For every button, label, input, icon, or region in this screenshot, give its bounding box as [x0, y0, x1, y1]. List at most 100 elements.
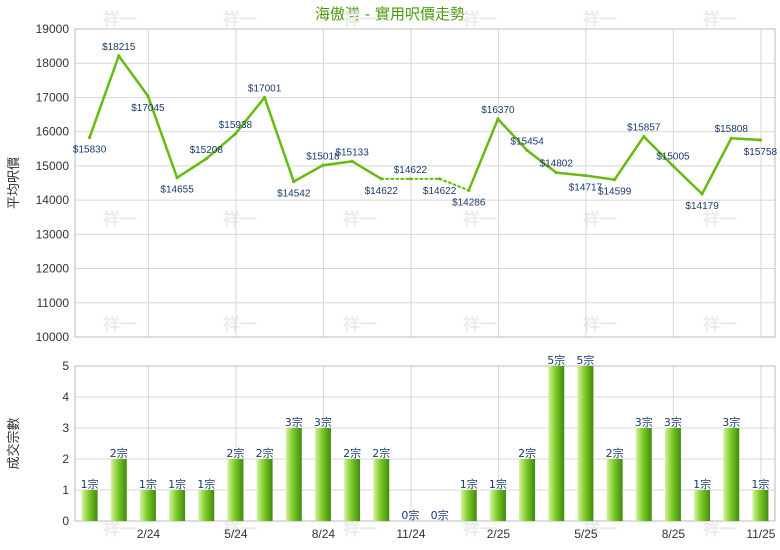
watermark: 祥一: [463, 519, 497, 540]
watermark: 祥一: [223, 314, 257, 335]
x-tick-label: 2/25: [487, 527, 511, 541]
bar-label: 1宗: [168, 477, 186, 491]
y-tick-label: 14000: [36, 193, 70, 207]
series-segment: [88, 54, 120, 139]
bar-label: 3宗: [285, 415, 303, 429]
data-point: [612, 178, 617, 182]
x-tick-label: 11/25: [746, 527, 775, 541]
series-segment: [642, 135, 675, 167]
data-point: [262, 95, 267, 100]
data-label: $14286: [452, 197, 486, 208]
bar: [460, 490, 477, 521]
series-segment: [584, 174, 616, 181]
data-label: $15133: [335, 147, 369, 158]
y-tick-label: 10000: [36, 330, 70, 344]
data-point: [437, 177, 442, 181]
bar: [373, 459, 390, 521]
watermark: 祥一: [463, 314, 497, 335]
y-axis-label: 平均呎價: [7, 157, 22, 209]
series-segment: [175, 157, 208, 179]
data-label: $15857: [627, 123, 661, 134]
data-point: [525, 148, 529, 152]
y-tick-label: 5: [62, 359, 69, 373]
watermark: 祥一: [583, 9, 617, 30]
bar: [256, 459, 273, 521]
bar: [139, 490, 156, 521]
data-point: [350, 159, 354, 163]
y-tick-label: 17000: [36, 90, 70, 104]
bar-label: 2宗: [518, 446, 536, 460]
watermark: 祥一: [223, 209, 257, 230]
bar-label: 2宗: [256, 446, 274, 460]
bar-label: 1宗: [693, 477, 711, 491]
data-point: [700, 192, 704, 196]
bar: [227, 459, 244, 521]
bar-label: 5宗: [576, 353, 594, 367]
data-label: $16370: [481, 105, 515, 116]
bar: [606, 459, 623, 521]
bar: [519, 459, 536, 521]
data-point: [729, 136, 733, 140]
y-tick-label: 18000: [36, 56, 70, 70]
data-label: $14802: [540, 159, 574, 170]
watermark: 祥一: [223, 519, 257, 540]
watermark: 祥一: [343, 209, 377, 230]
bar: [577, 366, 594, 521]
data-point: [292, 179, 296, 184]
bar: [198, 490, 215, 521]
plot-frame: [74, 365, 776, 522]
x-tick-label: 2/24: [137, 527, 161, 541]
series-segment: [117, 54, 150, 98]
price-trend-chart: 10000 11000 12000 13000 14000 15000 16000 17000…: [7, 22, 778, 344]
data-point: [671, 164, 675, 168]
series-segment: [467, 117, 500, 192]
data-label: $14655: [160, 185, 194, 196]
data-point: [146, 94, 150, 98]
data-label: $14622: [365, 186, 399, 197]
bar-label: 0宗: [401, 508, 419, 522]
data-label: $15938: [219, 120, 253, 131]
data-point: [554, 171, 558, 175]
plot-frame: [74, 28, 776, 338]
y-axis-label: 成交宗數: [6, 417, 22, 469]
data-point: [379, 177, 383, 181]
watermark: 祥一: [343, 314, 377, 335]
y-tick-label: 4: [62, 390, 69, 404]
bar: [285, 428, 302, 521]
data-label: $14717: [569, 183, 603, 194]
series-segment: [730, 136, 762, 142]
bar-label: 1宗: [139, 477, 157, 491]
data-point: [233, 132, 238, 136]
data-label: $15758: [744, 147, 778, 158]
series-segment: [613, 135, 645, 181]
series-segment: [205, 132, 237, 161]
data-label: $17045: [131, 103, 165, 114]
y-tick-label: 15000: [36, 159, 70, 173]
bar-label: 1宗: [81, 477, 99, 491]
bar-label: 2宗: [606, 446, 624, 460]
bar-label: 1宗: [197, 477, 215, 491]
bar-label: 2宗: [226, 446, 244, 460]
watermark: 祥一: [103, 519, 137, 540]
y-tick-label: 0: [62, 514, 69, 528]
data-point: [583, 173, 588, 178]
bar-label: 2宗: [372, 446, 390, 460]
data-point: [758, 138, 763, 142]
y-tick-label: 11000: [37, 296, 70, 310]
bar-label: 3宗: [722, 415, 740, 429]
watermark: 祥一: [223, 9, 257, 30]
series-segment: [350, 160, 383, 181]
bar-label: 5宗: [547, 353, 565, 367]
transaction-count-chart: 0 1 2 3 4 5 成交宗數 1宗 2宗 1宗 1宗 1宗 2宗 2宗 3宗 3宗 2宗 2宗 0宗 0宗 1宗 1宗…: [6, 353, 776, 541]
series-segment: [263, 96, 295, 183]
series-segment: [234, 96, 266, 136]
bar: [169, 490, 186, 521]
series-segment: [321, 160, 354, 167]
x-tick-label: 8/24: [312, 527, 336, 541]
data-point: [204, 157, 208, 161]
bar: [110, 459, 127, 521]
watermark: 祥一: [583, 519, 617, 540]
